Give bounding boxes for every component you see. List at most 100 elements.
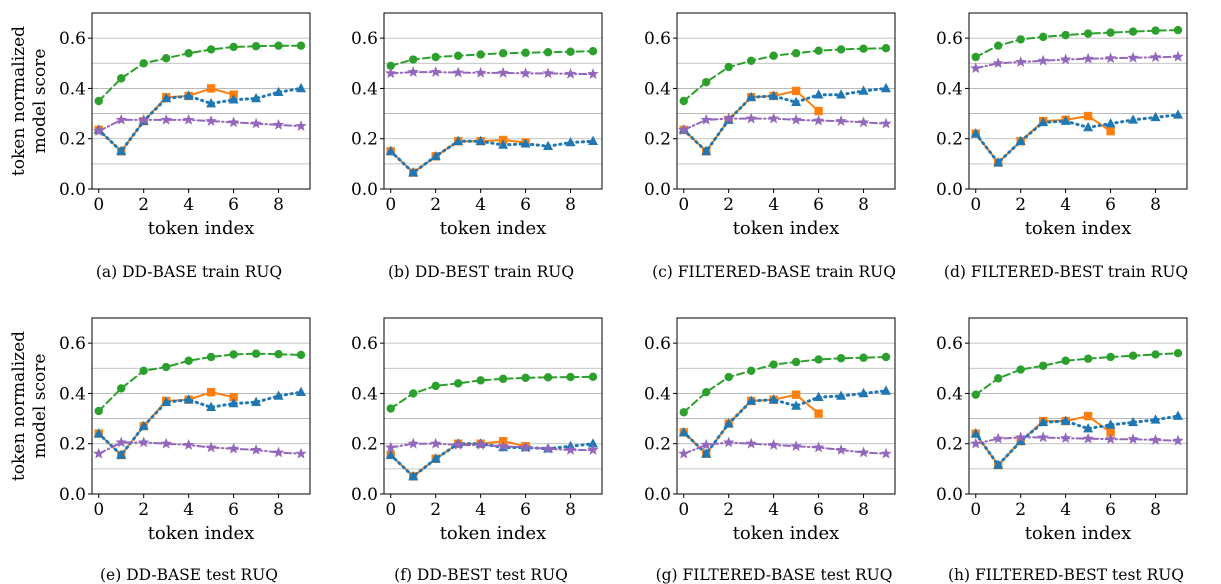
- data-point: [407, 66, 419, 77]
- data-point: [385, 145, 396, 156]
- subplot-caption: (d) FILTERED-BEST train RUQ: [944, 263, 1188, 281]
- data-point: [1173, 349, 1183, 358]
- y-tick-label: 0.4: [936, 384, 963, 404]
- data-point: [161, 92, 172, 103]
- data-point: [273, 86, 284, 96]
- data-point: [678, 447, 690, 459]
- x-tick-label: 8: [1150, 195, 1161, 215]
- data-point: [722, 436, 735, 448]
- data-point: [497, 440, 509, 452]
- subplot-g: 0.0 0.2 0.4 0.6 0 2 4 6 8 token index (g) FILTERED…: [644, 317, 896, 584]
- data-point: [476, 50, 485, 59]
- data-point: [1151, 350, 1160, 359]
- data-point: [812, 114, 825, 126]
- data-point: [1015, 435, 1026, 445]
- data-point: [206, 352, 216, 362]
- data-point: [767, 112, 780, 124]
- data-point: [542, 67, 554, 79]
- x-tick-label: 8: [1150, 500, 1161, 520]
- axes-frame: [91, 12, 311, 190]
- series-line: [974, 113, 1180, 165]
- axes-frame: [968, 317, 1188, 495]
- data-point: [182, 438, 195, 450]
- data-point: [431, 52, 440, 62]
- data-point: [791, 390, 801, 399]
- data-point: [1038, 416, 1049, 427]
- data-point: [1104, 52, 1117, 64]
- data-point: [701, 145, 712, 156]
- data-point: [206, 387, 216, 397]
- series-blue: [93, 386, 307, 459]
- data-point: [205, 441, 217, 453]
- data-point: [1127, 433, 1139, 445]
- data-point: [724, 62, 733, 72]
- y-tick-label: 0.0: [351, 180, 378, 200]
- data-point: [858, 387, 869, 398]
- data-point: [1038, 116, 1049, 127]
- subplot-caption: (e) DD-BASE test RUQ: [100, 566, 278, 584]
- data-point: [1105, 118, 1116, 128]
- data-point: [1061, 356, 1070, 365]
- series-line: [974, 29, 1180, 58]
- data-point: [1149, 433, 1162, 445]
- x-tick-label: 6: [520, 195, 531, 215]
- series-green: [679, 44, 891, 106]
- series-purple: [385, 66, 599, 79]
- data-point: [814, 106, 823, 116]
- series-purple: [385, 437, 599, 455]
- x-tick-label: 0: [678, 195, 689, 215]
- series-line: [389, 375, 595, 410]
- series-green: [94, 349, 306, 416]
- series-line: [389, 442, 595, 451]
- series-green: [971, 349, 1183, 399]
- data-point: [700, 438, 712, 450]
- data-point: [229, 42, 238, 52]
- y-tick-label: 0.6: [351, 334, 378, 354]
- data-point: [296, 386, 307, 396]
- data-point: [678, 426, 689, 437]
- data-point: [1106, 126, 1115, 136]
- data-point: [274, 350, 283, 359]
- series-line: [682, 389, 888, 457]
- y-tick-label: 0.4: [59, 79, 86, 99]
- data-point: [993, 157, 1004, 167]
- data-point: [296, 82, 307, 93]
- data-point: [385, 441, 397, 453]
- data-point: [701, 448, 712, 458]
- series-blue: [385, 135, 599, 177]
- data-point: [498, 374, 508, 384]
- data-point: [1082, 432, 1094, 444]
- data-point: [137, 436, 150, 448]
- data-point: [813, 391, 824, 401]
- data-point: [1059, 432, 1072, 444]
- data-point: [1173, 410, 1184, 420]
- series-line: [97, 441, 303, 455]
- data-point: [566, 372, 575, 382]
- data-point: [587, 444, 599, 455]
- data-point: [1106, 352, 1115, 362]
- x-tick-label: 0: [678, 500, 689, 520]
- data-point: [1014, 431, 1027, 443]
- x-tick-label: 0: [93, 500, 104, 520]
- data-point: [836, 45, 846, 54]
- data-point: [836, 390, 847, 400]
- series-line: [974, 414, 1180, 468]
- data-point: [94, 96, 103, 106]
- data-point: [1150, 111, 1161, 122]
- data-point: [971, 390, 980, 399]
- data-point: [407, 437, 419, 449]
- x-tick-label: 2: [138, 195, 149, 215]
- data-point: [520, 138, 531, 148]
- series-purple: [93, 436, 307, 459]
- data-point: [791, 96, 802, 107]
- data-point: [94, 406, 103, 416]
- data-point: [543, 48, 553, 57]
- series-purple: [678, 112, 892, 135]
- y-tick-label: 0.6: [59, 29, 86, 49]
- data-point: [206, 98, 217, 108]
- data-point: [1038, 32, 1048, 42]
- data-point: [206, 401, 217, 412]
- data-point: [881, 385, 892, 395]
- y-tick-label: 0.2: [644, 435, 671, 455]
- y-tick-label: 0.6: [59, 334, 86, 354]
